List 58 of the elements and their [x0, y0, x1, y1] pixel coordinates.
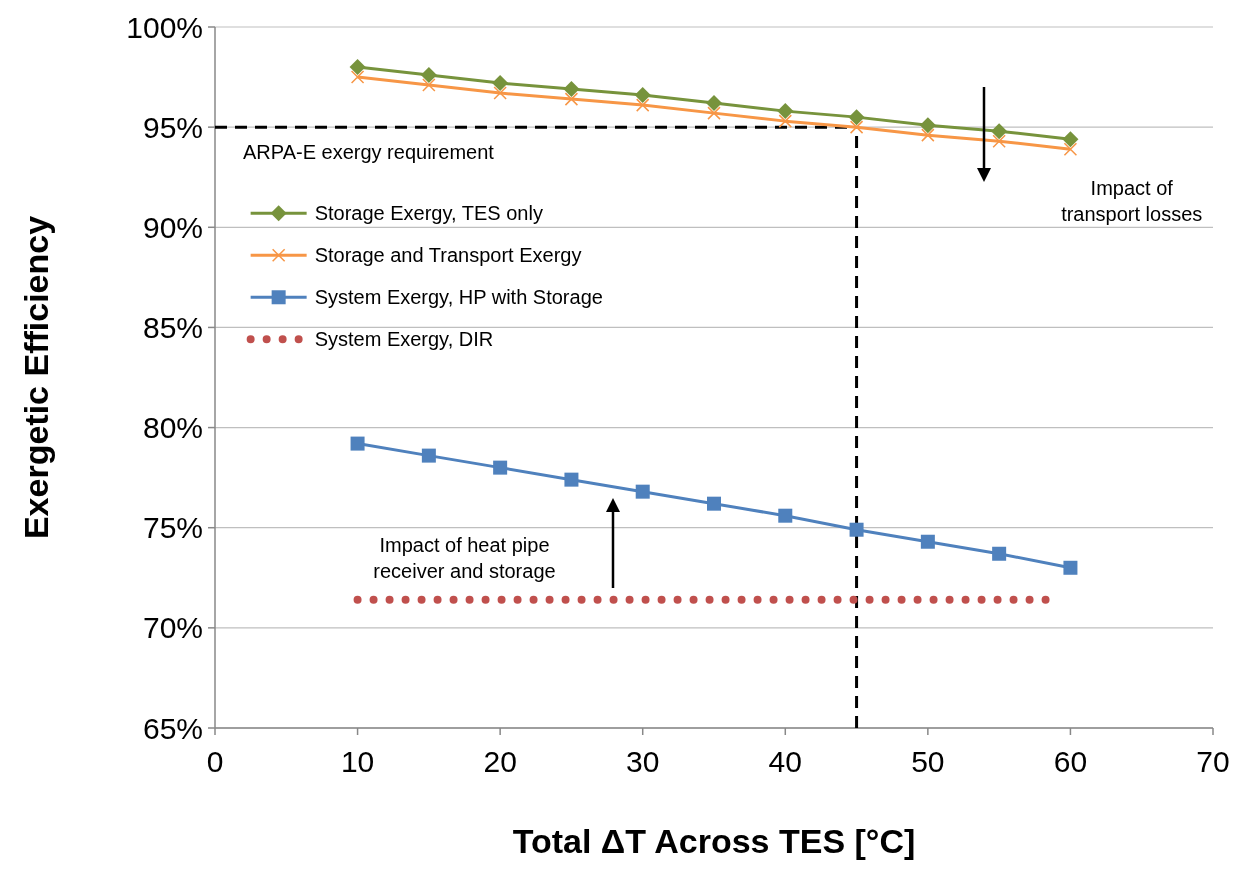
- point: [778, 508, 793, 523]
- point: [350, 70, 365, 84]
- annotation: Impact of transport losses: [1061, 177, 1203, 226]
- x-tick-label: 40: [768, 745, 802, 778]
- x-tick-label: 10: [340, 745, 375, 778]
- x-tick-label: 30: [626, 745, 660, 778]
- x-tick-label: 50: [911, 745, 945, 778]
- point: [422, 78, 436, 92]
- y-axis-title: Exergetic Efficiency: [17, 215, 55, 540]
- point: [1063, 560, 1078, 575]
- y-tick-label: 90%: [142, 210, 203, 244]
- x-axis-title: Total ΔT Across TES [°C]: [512, 822, 916, 860]
- point: [920, 534, 935, 549]
- point: [991, 123, 1008, 140]
- point: [992, 134, 1006, 148]
- point: [492, 75, 509, 92]
- point: [777, 103, 794, 120]
- x-tick-label: 20: [483, 745, 517, 778]
- point: [921, 128, 935, 142]
- legend-label: System Exergy, DIR: [314, 328, 494, 351]
- point: [635, 98, 650, 112]
- y-tick-label: 85%: [142, 310, 203, 344]
- ref-line-label: ARPA-E exergy requirement: [243, 141, 495, 164]
- point: [849, 120, 864, 134]
- point: [778, 114, 793, 128]
- point: [706, 95, 722, 112]
- point: [421, 448, 436, 463]
- point: [420, 67, 437, 84]
- annotation: Impact of heat pipe receiver and storage: [373, 533, 556, 582]
- y-tick-label: 75%: [142, 511, 203, 545]
- point: [493, 460, 508, 475]
- point: [919, 117, 936, 134]
- x-tick-label: 0: [206, 745, 224, 778]
- point: [635, 484, 650, 499]
- point: [634, 87, 651, 104]
- point: [349, 59, 366, 76]
- point: [493, 86, 507, 100]
- point: [848, 109, 865, 126]
- y-tick-label: 95%: [142, 110, 203, 144]
- legend-label: System Exergy, HP with Storage: [314, 286, 603, 309]
- x-tick-label: 70: [1196, 745, 1230, 778]
- point: [992, 546, 1007, 561]
- point: [350, 436, 365, 451]
- point: [1063, 142, 1078, 156]
- point: [849, 522, 864, 537]
- point: [563, 81, 580, 98]
- y-tick-label: 65%: [142, 711, 203, 745]
- point: [564, 92, 579, 106]
- legend-label: Storage and Transport Exergy: [314, 244, 582, 267]
- x-tick-label: 60: [1053, 745, 1088, 778]
- y-tick-label: 80%: [142, 411, 203, 445]
- point: [564, 472, 579, 487]
- y-tick-label: 100%: [126, 10, 203, 44]
- legend-label: Storage Exergy, TES only: [314, 202, 543, 225]
- point: [707, 496, 721, 511]
- point: [1062, 131, 1079, 148]
- y-tick-label: 70%: [142, 611, 203, 645]
- point: [707, 106, 721, 120]
